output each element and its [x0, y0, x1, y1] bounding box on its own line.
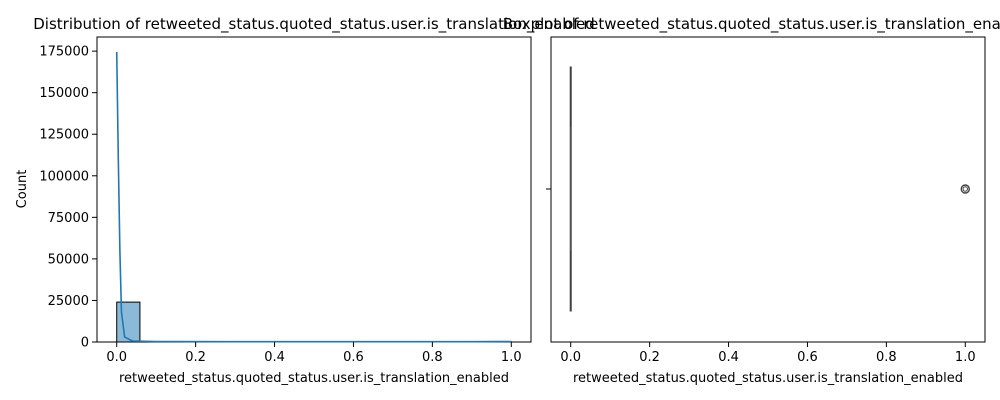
box-plot-frame [550, 36, 986, 343]
histogram-panel: 0.0 0.2 0.4 0.6 0.8 1.0 0 25000 50000 75000 10000… [15, 15, 595, 386]
hist-x-ticks: 0.0 0.2 0.4 0.6 0.8 1.0 [106, 342, 522, 365]
hist-x-tick-label: 0.4 [264, 350, 285, 365]
hist-y-tick-label: 0 [81, 336, 89, 351]
box-x-tick-label: 0.4 [718, 350, 739, 365]
hist-y-tick-label: 175000 [39, 45, 89, 60]
hist-x-tick-label: 0.8 [422, 350, 443, 365]
hist-y-tick-label: 125000 [39, 128, 89, 143]
boxplot-panel: 0.0 0.2 0.4 0.6 0.8 1.0 Boxplot of retweeted_… [503, 15, 1000, 386]
kde-line [115, 51, 512, 343]
hist-x-tick-label: 0.0 [106, 350, 127, 365]
hist-x-tick-label: 0.2 [185, 350, 206, 365]
hist-y-tick-label: 75000 [48, 211, 89, 226]
hist-y-tick-label: 100000 [39, 169, 89, 184]
hist-plot-frame [96, 36, 532, 343]
hist-x-axis-label: retweeted_status.quoted_status.user.is_t… [119, 371, 509, 386]
box-x-ticks: 0.0 0.2 0.4 0.6 0.8 1.0 [560, 342, 976, 365]
hist-y-tick-label: 150000 [39, 86, 89, 101]
hist-title: Distribution of retweeted_status.quoted_… [33, 15, 594, 34]
box-x-tick-label: 0.0 [560, 350, 581, 365]
box-title: Boxplot of retweeted_status.quoted_statu… [503, 15, 1000, 34]
box-marks [569, 66, 970, 312]
box-x-tick-label: 0.6 [797, 350, 818, 365]
hist-y-tick-label: 25000 [48, 294, 89, 309]
box-outlier [960, 184, 970, 194]
box-x-tick-label: 0.2 [639, 350, 660, 365]
box-x-tick-label: 1.0 [955, 350, 976, 365]
box-outlier-ring [962, 186, 968, 192]
hist-y-ticks: 0 25000 50000 75000 100000 125000 150000 175000 [39, 45, 97, 351]
hist-marks [115, 51, 512, 343]
hist-x-tick-label: 1.0 [501, 350, 522, 365]
hist-bar [116, 301, 141, 343]
box-x-axis-label: retweeted_status.quoted_status.user.is_t… [573, 371, 963, 386]
hist-x-tick-label: 0.6 [343, 350, 364, 365]
hist-y-axis-label: Count [15, 170, 30, 209]
hist-y-tick-label: 50000 [48, 252, 89, 267]
box-x-tick-label: 0.8 [876, 350, 897, 365]
